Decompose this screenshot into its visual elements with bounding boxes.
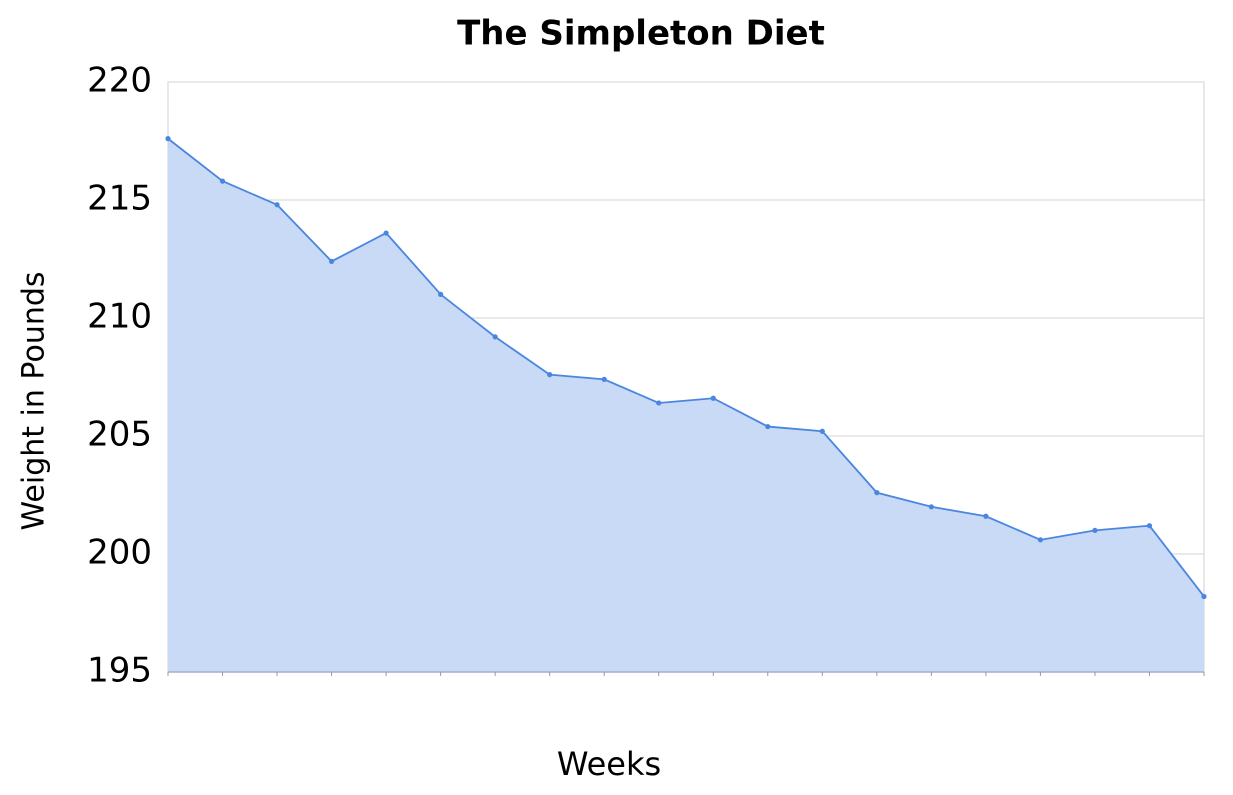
data-point — [492, 334, 498, 340]
y-tick-label: 220 — [87, 61, 152, 101]
y-tick-label: 215 — [87, 179, 152, 219]
data-point — [656, 400, 662, 406]
data-line — [167, 137, 1205, 598]
data-point — [874, 490, 880, 496]
x-axis-label: Weeks — [557, 745, 661, 783]
y-tick-label: 200 — [87, 533, 152, 573]
data-point — [819, 428, 825, 434]
data-point — [1201, 593, 1207, 600]
y-tick-label: 205 — [87, 415, 152, 455]
data-point — [601, 376, 607, 382]
data-point — [928, 504, 934, 510]
data-point — [765, 423, 771, 430]
data-point — [710, 395, 716, 401]
data-point — [165, 136, 171, 142]
data-point — [328, 258, 335, 264]
y-tick-label: 210 — [87, 297, 152, 337]
data-point — [274, 202, 280, 208]
y-tick-label: 195 — [87, 651, 152, 691]
y-axis-label: Weight in Pounds — [17, 271, 52, 530]
data-point — [1146, 523, 1153, 529]
area-fill — [168, 138, 1204, 672]
data-point — [438, 291, 444, 297]
data-point — [983, 513, 989, 519]
data-point — [383, 230, 389, 236]
data-point — [1037, 537, 1044, 543]
data-point — [547, 372, 553, 378]
data-point — [219, 178, 226, 184]
chart-title: The Simpleton Diet — [457, 14, 825, 54]
data-point — [1092, 527, 1098, 534]
